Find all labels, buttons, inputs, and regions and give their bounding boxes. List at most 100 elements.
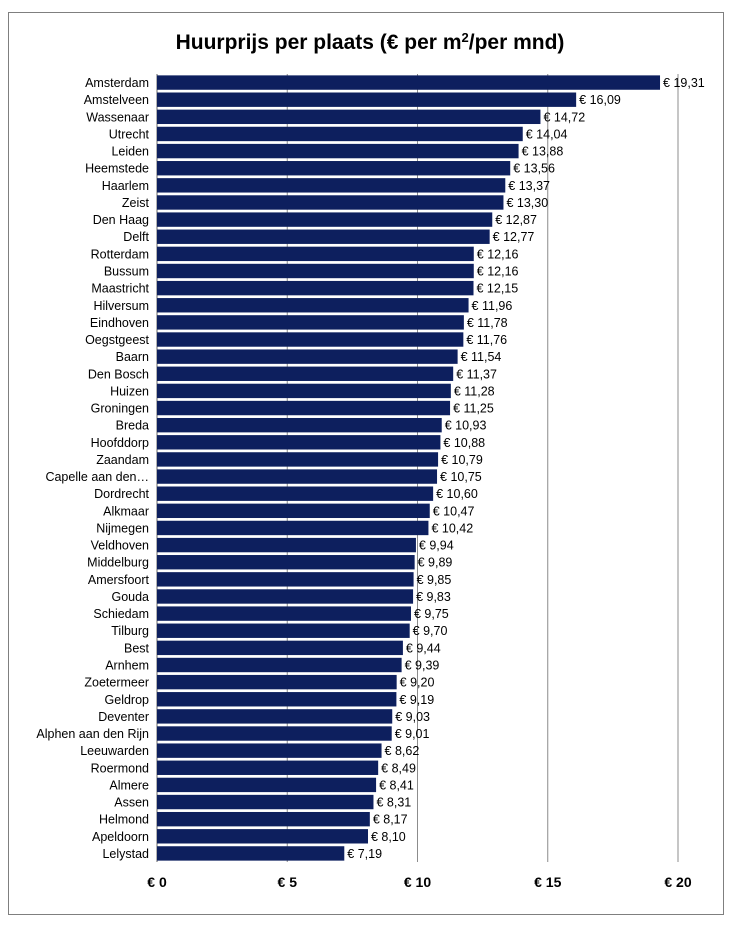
bar (157, 92, 577, 107)
bar (157, 846, 345, 861)
value-label: € 11,37 (456, 367, 497, 381)
value-label: € 10,42 (431, 521, 473, 535)
bar (157, 520, 429, 536)
x-tick-label: € 5 (278, 874, 298, 890)
value-label: € 10,88 (443, 436, 485, 450)
bar (157, 417, 442, 433)
value-label: € 8,31 (376, 796, 411, 810)
category-label: Amsterdam (85, 76, 149, 90)
x-tick-label: € 0 (147, 874, 167, 890)
bar (157, 349, 458, 364)
x-axis-ticks: € 0 € 5 € 10 € 15 € 20 (147, 874, 692, 890)
category-label: Geldrop (105, 693, 150, 707)
value-label: € 13,88 (522, 145, 564, 159)
value-label: € 8,10 (371, 830, 406, 844)
category-label: Breda (116, 419, 149, 433)
value-label: € 9,75 (414, 607, 449, 621)
bar (157, 469, 438, 484)
bar (157, 126, 523, 142)
value-label: € 10,93 (445, 419, 487, 433)
bar (157, 606, 411, 621)
category-label: Apeldoorn (92, 830, 149, 844)
bar (157, 315, 464, 330)
value-label: € 13,37 (508, 179, 550, 193)
bar (157, 589, 414, 604)
category-label: Middelburg (87, 556, 149, 570)
category-label: Lelystad (102, 847, 149, 861)
bar (157, 555, 415, 570)
category-label: Den Bosch (88, 367, 149, 381)
category-label: Huizen (110, 384, 149, 398)
category-label: Baarn (116, 350, 149, 364)
value-label: € 7,19 (347, 847, 382, 861)
value-label: € 9,70 (413, 624, 448, 638)
value-label: € 9,94 (419, 539, 454, 553)
value-label: € 8,41 (379, 778, 414, 792)
bar (157, 760, 379, 775)
category-label: Dordrecht (94, 487, 149, 501)
x-tick-label: € 10 (404, 874, 431, 890)
bar (157, 263, 474, 279)
bar (157, 623, 410, 638)
value-label: € 11,76 (466, 333, 507, 347)
bar (157, 794, 374, 810)
value-label: € 9,39 (405, 659, 440, 673)
value-labels: € 19,31 € 16,09 € 14,72 € 14,04 € 13,88 € 13,… (347, 76, 704, 861)
bar (157, 212, 493, 227)
value-label: € 9,20 (400, 676, 435, 690)
category-label: Deventer (98, 710, 149, 724)
category-label: Arnhem (105, 659, 149, 673)
value-label: € 11,96 (472, 299, 513, 313)
category-label: Amersfoort (88, 573, 150, 587)
value-label: € 10,60 (436, 487, 478, 501)
bar (157, 640, 403, 656)
category-label: Alkmaar (103, 504, 149, 518)
bar (157, 709, 393, 724)
value-label: € 11,28 (454, 384, 495, 398)
value-label: € 12,15 (477, 282, 519, 296)
category-label: Groningen (91, 402, 149, 416)
value-label: € 11,54 (461, 350, 502, 364)
bar (157, 486, 434, 501)
category-label: Assen (114, 796, 149, 810)
value-label: € 11,78 (467, 316, 508, 330)
category-label: Hoofddorp (91, 436, 149, 450)
bar (157, 178, 506, 193)
bar (157, 829, 369, 844)
category-label: Eindhoven (90, 316, 149, 330)
category-label: Veldhoven (91, 539, 149, 553)
value-label: € 12,16 (477, 247, 519, 261)
value-label: € 9,19 (399, 693, 434, 707)
category-label: Roermond (91, 761, 149, 775)
category-label: Den Haag (93, 213, 149, 227)
value-label: € 9,01 (395, 727, 430, 741)
category-label: Haarlem (102, 179, 149, 193)
category-label: Best (124, 641, 150, 655)
bar (157, 726, 392, 741)
category-label: Leiden (111, 145, 149, 159)
category-label: Capelle aan den… (45, 470, 149, 484)
value-label: € 8,49 (381, 761, 416, 775)
bar (157, 143, 519, 159)
bar (157, 435, 441, 450)
category-labels: Amsterdam Amstelveen Wassenaar Utrecht Leide… (36, 76, 149, 861)
category-label: Zaandam (96, 453, 149, 467)
value-label: € 12,87 (495, 213, 537, 227)
value-label: € 8,17 (373, 813, 408, 827)
category-label: Rotterdam (91, 247, 149, 261)
chart-title-prefix: Huurprijs per plaats (€ per m (175, 31, 462, 54)
value-label: € 9,89 (418, 556, 453, 570)
value-label: € 9,83 (416, 590, 451, 604)
bar (157, 109, 541, 125)
category-label: Alphen aan den Rijn (36, 727, 149, 741)
bar (157, 572, 414, 587)
x-tick-label: € 20 (664, 874, 691, 890)
category-label: Utrecht (109, 127, 150, 141)
bar (157, 383, 451, 399)
category-label: Wassenaar (86, 110, 149, 124)
bar (157, 195, 504, 210)
category-label: Zeist (122, 196, 150, 210)
bar (157, 452, 439, 467)
value-label: € 14,72 (543, 110, 585, 124)
bar (157, 537, 416, 553)
